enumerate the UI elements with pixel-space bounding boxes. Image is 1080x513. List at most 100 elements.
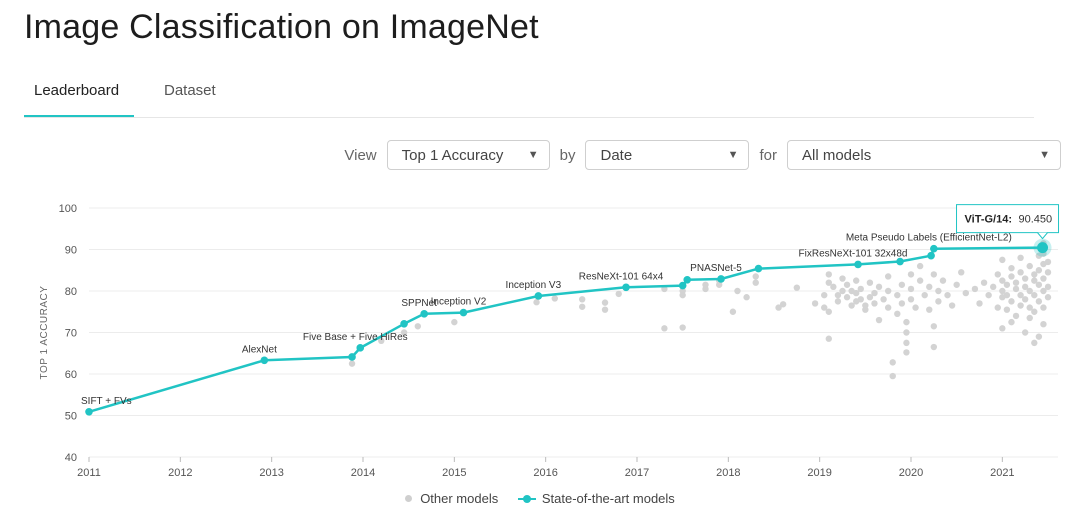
other-model-point[interactable]	[939, 277, 947, 284]
other-model-point[interactable]	[971, 285, 979, 293]
other-model-point[interactable]	[930, 271, 938, 278]
other-model-point[interactable]	[1040, 275, 1047, 282]
other-model-point[interactable]	[990, 283, 997, 291]
sota-model-point[interactable]	[356, 344, 365, 352]
other-model-point[interactable]	[843, 281, 851, 288]
other-model-point[interactable]	[1026, 304, 1033, 311]
other-model-point[interactable]	[451, 318, 458, 326]
other-model-point[interactable]	[907, 271, 915, 278]
other-model-point[interactable]	[912, 304, 919, 311]
other-model-point[interactable]	[825, 308, 832, 315]
other-model-point[interactable]	[935, 298, 942, 305]
other-model-point[interactable]	[875, 316, 883, 324]
other-model-point[interactable]	[889, 359, 896, 366]
other-model-point[interactable]	[866, 279, 874, 286]
sota-model-point[interactable]	[896, 257, 904, 266]
other-model-point[interactable]	[1012, 279, 1020, 286]
other-model-point[interactable]	[729, 308, 737, 315]
other-model-point[interactable]	[1035, 333, 1043, 340]
sota-model-point[interactable]	[930, 244, 938, 253]
other-model-point[interactable]	[1031, 271, 1038, 278]
sota-model-point[interactable]	[85, 407, 93, 416]
other-model-point[interactable]	[994, 271, 1001, 278]
other-model-point[interactable]	[615, 290, 622, 298]
other-model-point[interactable]	[1021, 296, 1029, 303]
other-model-point[interactable]	[1012, 285, 1020, 293]
other-model-point[interactable]	[779, 301, 787, 308]
other-model-point[interactable]	[999, 256, 1006, 264]
other-model-point[interactable]	[825, 271, 832, 278]
other-model-point[interactable]	[378, 337, 385, 344]
other-model-point[interactable]	[999, 287, 1006, 295]
other-model-point[interactable]	[1017, 269, 1024, 276]
other-model-point[interactable]	[1035, 281, 1043, 288]
other-model-point[interactable]	[811, 300, 819, 307]
other-model-point[interactable]	[679, 287, 686, 295]
other-model-point[interactable]	[853, 277, 860, 284]
other-model-point[interactable]	[889, 372, 896, 380]
other-model-point[interactable]	[853, 289, 860, 297]
other-model-point[interactable]	[898, 281, 906, 288]
other-model-point[interactable]	[930, 343, 938, 351]
other-model-point[interactable]	[821, 291, 828, 299]
other-model-point[interactable]	[743, 294, 750, 301]
other-model-point[interactable]	[1021, 329, 1029, 336]
sota-model-point[interactable]	[1037, 242, 1049, 254]
other-model-point[interactable]	[825, 279, 832, 286]
other-model-point[interactable]	[1012, 312, 1020, 320]
other-model-point[interactable]	[926, 306, 933, 313]
other-model-point[interactable]	[857, 285, 864, 293]
other-model-point[interactable]	[834, 298, 842, 305]
other-model-point[interactable]	[903, 339, 910, 347]
legend-sota-models[interactable]: State-of-the-art models	[517, 491, 675, 506]
sota-model-point[interactable]	[717, 275, 725, 283]
other-model-point[interactable]	[830, 283, 837, 291]
other-model-point[interactable]	[702, 281, 709, 288]
other-model-point[interactable]	[601, 299, 609, 306]
other-model-point[interactable]	[734, 287, 741, 295]
other-model-point[interactable]	[400, 329, 408, 336]
other-model-point[interactable]	[953, 281, 960, 288]
other-model-point[interactable]	[601, 306, 609, 313]
other-model-point[interactable]	[907, 296, 915, 303]
other-model-point[interactable]	[1008, 264, 1015, 272]
other-model-point[interactable]	[921, 291, 928, 299]
other-model-point[interactable]	[1044, 294, 1052, 301]
other-model-point[interactable]	[752, 273, 759, 280]
sota-model-point[interactable]	[622, 283, 630, 292]
other-model-point[interactable]	[903, 329, 910, 336]
other-model-point[interactable]	[1040, 321, 1047, 328]
other-model-point[interactable]	[894, 291, 901, 299]
other-model-point[interactable]	[1035, 267, 1043, 274]
other-model-point[interactable]	[1008, 273, 1015, 280]
other-model-point[interactable]	[848, 302, 855, 309]
other-model-point[interactable]	[1044, 283, 1052, 291]
other-model-point[interactable]	[1026, 287, 1033, 295]
sota-model-point[interactable]	[348, 353, 356, 361]
other-model-point[interactable]	[962, 289, 969, 297]
other-model-point[interactable]	[871, 289, 878, 297]
sota-model-point[interactable]	[420, 310, 428, 318]
other-model-point[interactable]	[1003, 306, 1011, 313]
other-model-point[interactable]	[1031, 291, 1038, 299]
other-model-point[interactable]	[916, 277, 924, 284]
other-model-point[interactable]	[1031, 339, 1038, 347]
other-model-point[interactable]	[880, 296, 887, 303]
other-model-point[interactable]	[1003, 281, 1011, 288]
other-model-point[interactable]	[980, 279, 988, 286]
other-model-point[interactable]	[1017, 291, 1024, 299]
sota-model-point[interactable]	[459, 308, 468, 317]
other-model-point[interactable]	[834, 291, 842, 299]
other-model-point[interactable]	[958, 269, 965, 276]
other-model-point[interactable]	[903, 349, 910, 356]
other-model-point[interactable]	[948, 302, 956, 309]
other-model-point[interactable]	[839, 287, 846, 295]
other-model-point[interactable]	[944, 291, 951, 299]
models-select[interactable]: All models ▼	[787, 140, 1061, 170]
other-model-point[interactable]	[843, 294, 851, 301]
other-model-point[interactable]	[1026, 314, 1033, 322]
other-model-point[interactable]	[1017, 302, 1024, 309]
other-model-point[interactable]	[839, 275, 846, 282]
other-model-point[interactable]	[926, 283, 933, 291]
tab-leaderboard[interactable]: Leaderboard	[34, 82, 120, 99]
